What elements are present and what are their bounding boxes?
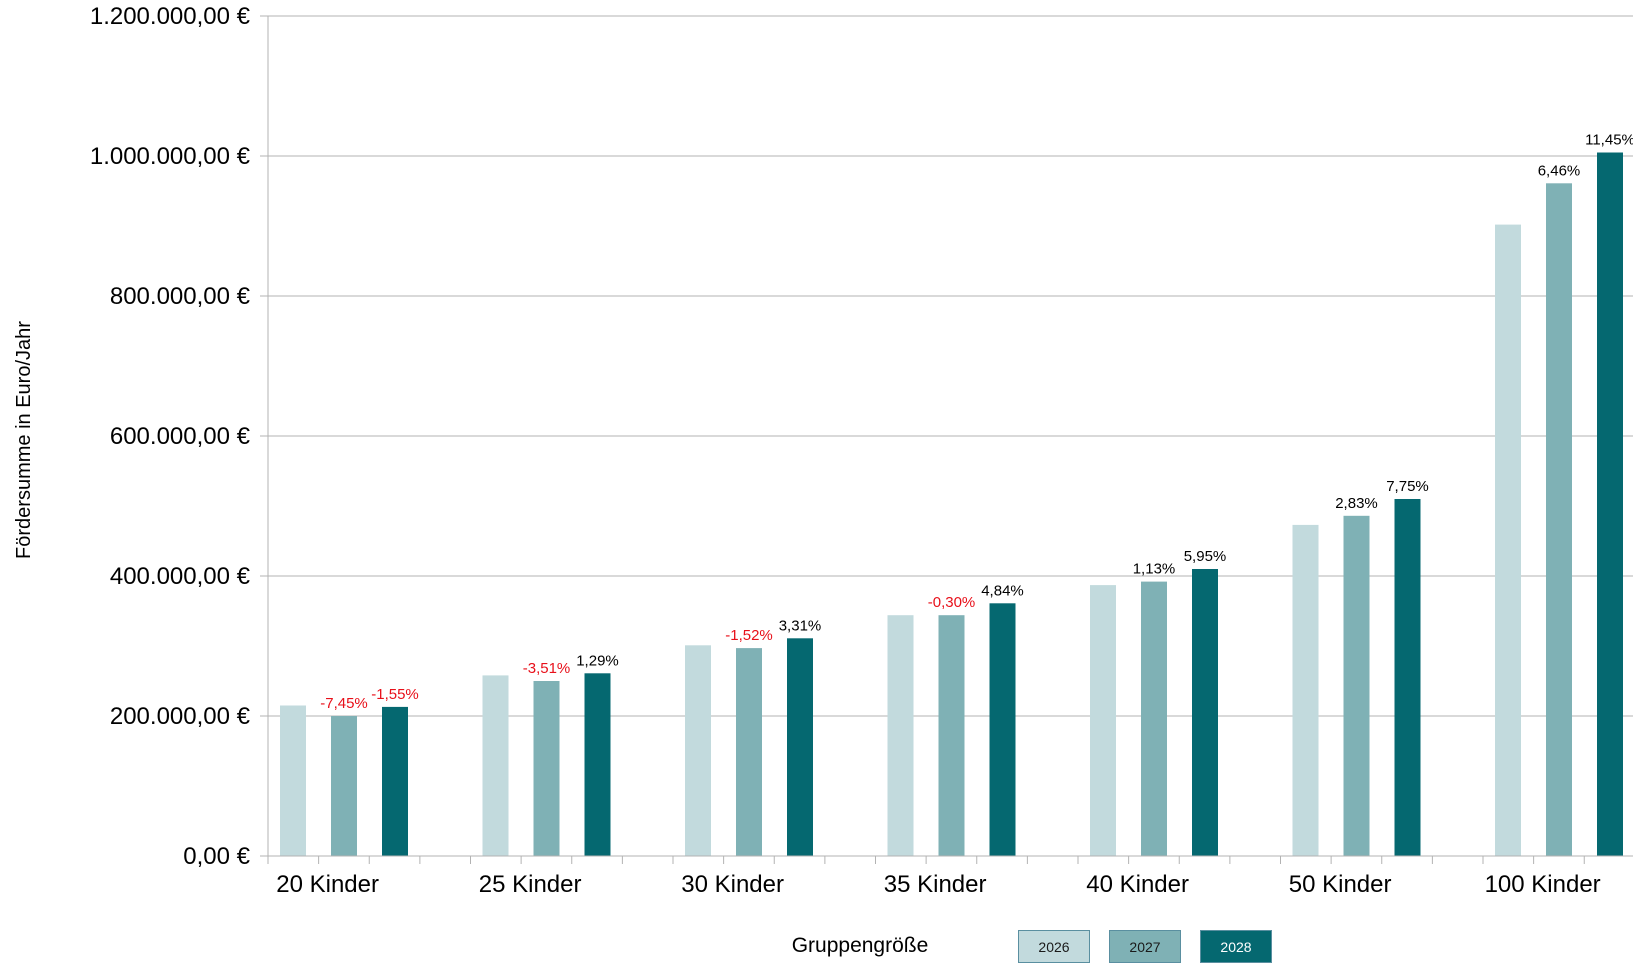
x-axis-categories: 20 Kinder 25 Kinder 30 Kinder 35 Kinder 40 K… xyxy=(276,871,1600,898)
bar-data-label: 1,13% xyxy=(1133,561,1176,578)
axes xyxy=(267,16,1633,864)
bar-data-label: -0,30% xyxy=(928,594,976,611)
bar-2027-6 xyxy=(1546,183,1572,857)
y-tick-label: 400.000,00 € xyxy=(110,563,251,590)
bar-2026-5 xyxy=(1292,524,1319,856)
bar-2027-0 xyxy=(331,716,357,856)
bar-2027-2 xyxy=(736,648,762,856)
legend-item-2028: 2028 xyxy=(1200,930,1272,963)
x-category-label: 40 Kinder xyxy=(1086,871,1189,898)
y-tick-label: 800.000,00 € xyxy=(110,283,251,310)
bar-2027-4 xyxy=(1141,581,1167,856)
bar-2026-0 xyxy=(280,705,306,856)
bar-data-label: 4,84% xyxy=(981,582,1024,599)
bar-2028-0 xyxy=(382,706,408,856)
x-category-label: 50 Kinder xyxy=(1289,871,1392,898)
y-tick-label: 1.000.000,00 € xyxy=(90,143,251,170)
y-tick-label: 1.200.000,00 € xyxy=(90,3,251,30)
y-tick-label: 600.000,00 € xyxy=(110,423,251,450)
bar-2026-6 xyxy=(1495,224,1521,857)
bar-data-label: -3,51% xyxy=(523,660,571,677)
bar-data-label: 7,75% xyxy=(1386,478,1429,495)
legend-item-2026: 2026 xyxy=(1018,930,1090,963)
y-axis-title: Fördersumme in Euro/Jahr xyxy=(13,321,35,559)
x-category-label: 100 Kinder xyxy=(1485,871,1601,898)
bar-labels: -7,45% -3,51% -1,52% -0,30% 1,13% 2,83% 6,46% -… xyxy=(320,132,1633,713)
bar-2026-2 xyxy=(685,645,711,856)
bars xyxy=(280,152,1623,857)
bar-data-label: -7,45% xyxy=(320,695,368,712)
bar-2026-1 xyxy=(482,675,509,856)
x-category-label: 25 Kinder xyxy=(479,871,582,898)
bar-data-label: 11,45% xyxy=(1585,132,1633,149)
bar-data-label: 1,29% xyxy=(576,652,619,669)
bar-data-label: 3,31% xyxy=(779,617,822,634)
bar-2026-3 xyxy=(887,615,914,856)
bar-data-label: 5,95% xyxy=(1184,548,1227,565)
bar-2028-4 xyxy=(1192,569,1218,856)
y-axis-ticks: 0,00 € 200.000,00 € 400.000,00 € 600.000,00… xyxy=(90,3,251,870)
bar-2027-1 xyxy=(533,681,560,856)
bar-2028-3 xyxy=(989,603,1016,856)
bar-2028-1 xyxy=(584,673,611,856)
y-tick-label: 200.000,00 € xyxy=(110,703,251,730)
bar-data-label: 2,83% xyxy=(1335,495,1378,512)
bar-2027-3 xyxy=(938,615,965,856)
x-category-label: 20 Kinder xyxy=(276,871,379,898)
bar-data-label: 6,46% xyxy=(1538,162,1581,179)
y-tick-label: 0,00 € xyxy=(183,843,250,870)
bar-2027-5 xyxy=(1343,515,1370,856)
bar-2028-5 xyxy=(1394,499,1421,856)
x-category-label: 30 Kinder xyxy=(681,871,784,898)
bar-2026-4 xyxy=(1090,585,1116,856)
x-category-label: 35 Kinder xyxy=(884,871,987,898)
bar-data-label: -1,55% xyxy=(371,686,419,703)
legend-item-2027: 2027 xyxy=(1109,930,1181,963)
bar-2028-2 xyxy=(787,638,813,856)
bar-data-label: -1,52% xyxy=(725,627,773,644)
bar-2028-6 xyxy=(1597,152,1623,856)
